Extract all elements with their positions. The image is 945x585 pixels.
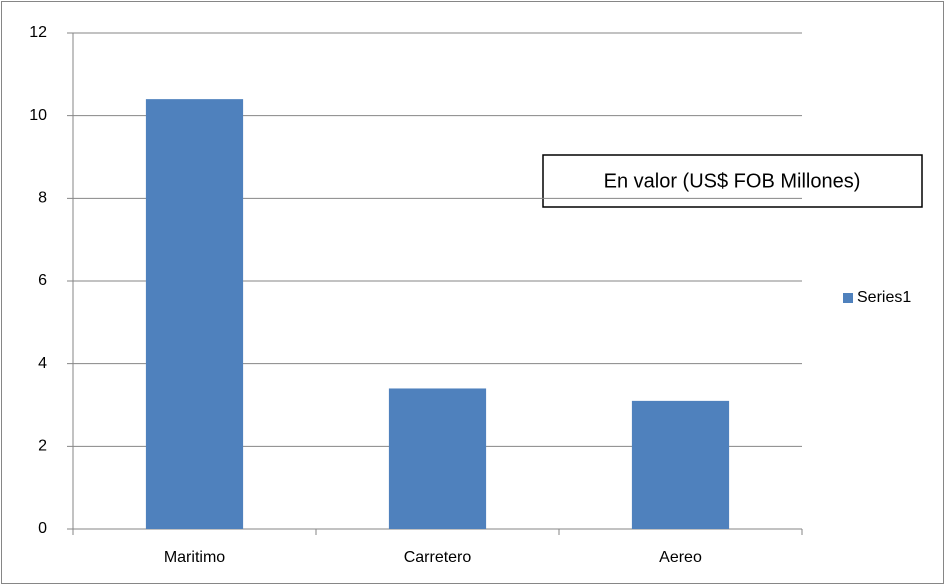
y-tick-label: 0: [38, 520, 47, 537]
y-tick-label: 6: [38, 272, 47, 289]
legend-label: Series1: [857, 289, 911, 306]
x-tick-label: Maritimo: [164, 549, 225, 566]
legend-swatch: [843, 293, 853, 303]
x-tick-label: Aereo: [659, 549, 702, 566]
x-tick-label: Carretero: [404, 549, 472, 566]
y-tick-label: 4: [38, 355, 47, 372]
y-tick-label: 2: [38, 438, 47, 455]
y-tick-label: 10: [29, 107, 47, 124]
y-tick-label: 12: [29, 24, 47, 41]
y-tick-label: 8: [38, 190, 47, 207]
bar: [388, 388, 487, 529]
bar: [145, 99, 244, 529]
bar: [631, 400, 730, 529]
annotation: En valor (US$ FOB Millones): [604, 170, 861, 192]
